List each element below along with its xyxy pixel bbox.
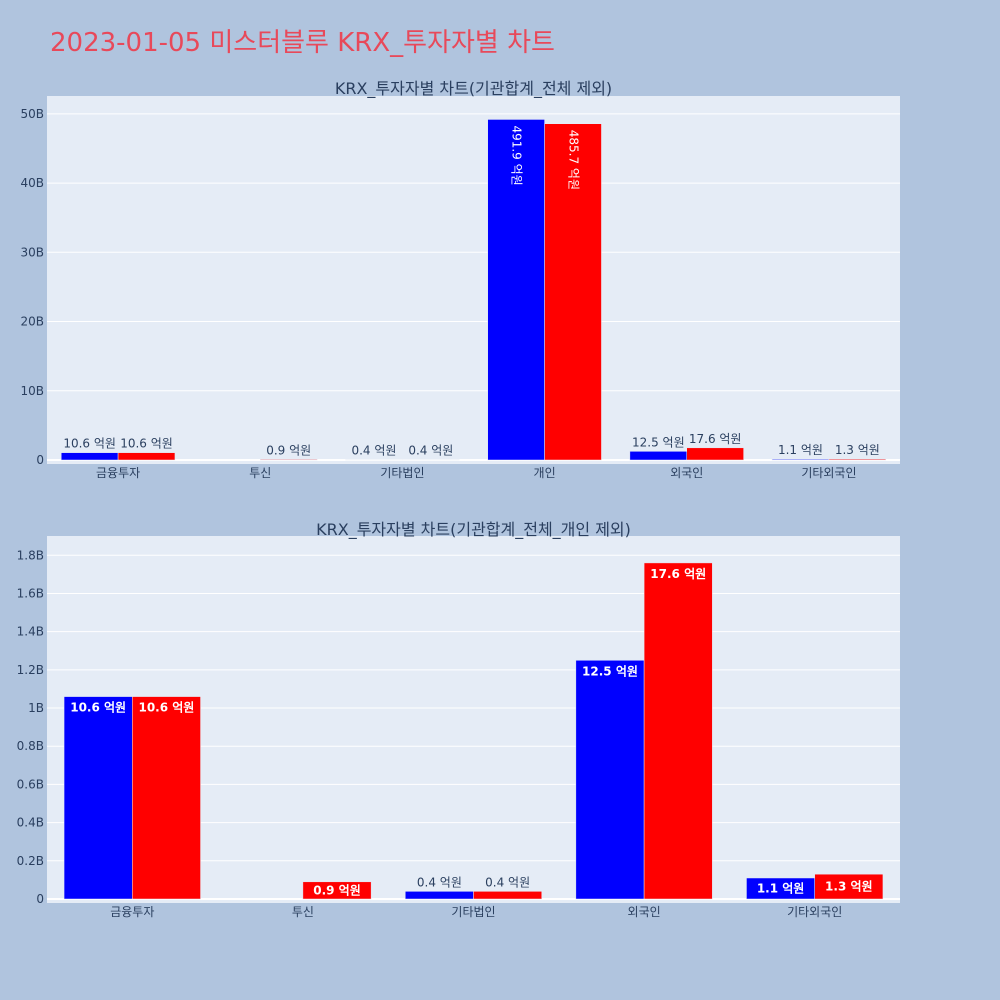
- bar-data-label: 10.6 억원: [120, 437, 173, 451]
- y-tick-label: 1.4B: [17, 625, 44, 639]
- bar-data-label: 1.3 억원: [835, 443, 880, 457]
- bar-data-label: 10.6 억원: [63, 437, 116, 451]
- x-tick-label: 기타외국인: [787, 905, 842, 919]
- y-tick-label: 0.2B: [17, 854, 44, 868]
- x-tick-label: 외국인: [628, 905, 661, 919]
- bar-series_2: [302, 881, 372, 900]
- bar-data-label: 1.1 억원: [757, 881, 805, 895]
- bar-data-label: 485.7 억원: [567, 130, 581, 190]
- y-tick-label: 0: [36, 453, 44, 467]
- bar-series_2: [686, 447, 744, 461]
- x-tick-label: 외국인: [670, 466, 703, 480]
- y-tick-label: 0.8B: [17, 739, 44, 753]
- y-tick-label: 0.4B: [17, 816, 44, 830]
- y-tick-label: 30B: [20, 245, 44, 259]
- bar-series_1: [575, 660, 645, 900]
- x-tick-label: 기타법인: [380, 466, 424, 480]
- bar-data-label: 0.4 억원: [408, 444, 453, 458]
- chart-title: KRX_투자자별 차트(기관합계_전체_개인 제외): [316, 520, 631, 540]
- x-tick-label: 투신: [249, 466, 271, 480]
- plot-background: [47, 96, 900, 464]
- chart-title: KRX_투자자별 차트(기관합계_전체 제외): [335, 79, 612, 99]
- bar-data-label: 491.9 억원: [510, 125, 524, 185]
- bar-series_1: [60, 452, 119, 461]
- x-tick-label: 금융투자: [110, 905, 154, 919]
- bar-data-label: 17.6 억원: [650, 567, 706, 581]
- bar-data-label: 0.4 억원: [485, 875, 530, 889]
- bar-data-label: 12.5 억원: [582, 664, 638, 678]
- bar-data-label: 1.1 억원: [778, 443, 823, 457]
- bar-data-label: 0.4 억원: [351, 444, 396, 458]
- bar-series_1: [629, 451, 688, 461]
- y-tick-label: 0.6B: [17, 777, 44, 791]
- bar-data-label: 0.9 억원: [313, 883, 361, 897]
- bar-data-label: 1.3 억원: [825, 880, 873, 894]
- y-tick-label: 20B: [20, 315, 44, 329]
- y-tick-label: 1B: [28, 701, 44, 715]
- x-tick-label: 기타외국인: [801, 466, 856, 480]
- x-tick-label: 기타법인: [451, 905, 495, 919]
- bar-data-label: 10.6 억원: [138, 701, 194, 715]
- page-title: 2023-01-05 미스터블루 KRX_투자자별 차트: [50, 28, 555, 58]
- bar-data-label: 0.4 억원: [417, 875, 462, 889]
- bar-data-label: 0.9 억원: [266, 443, 311, 457]
- y-tick-label: 0: [36, 892, 44, 906]
- chart-1: 0 10B 20B 30B 40B 50B KRX_투자자별 차트(기관합계_전체 제외) 금…: [20, 79, 900, 480]
- x-tick-label: 개인: [534, 466, 556, 480]
- y-tick-label: 1.2B: [17, 663, 44, 677]
- bar-data-label: 17.6 억원: [689, 432, 742, 446]
- bar-series_1: [405, 891, 474, 900]
- chart-2: 0 0.2B 0.4B 0.6B 0.8B 1B 1.2B 1.4B 1.6B 1.8B KRX_투…: [17, 520, 900, 919]
- bar-series_1: [771, 458, 830, 461]
- bar-series_1: [63, 696, 133, 900]
- x-tick-label: 금융투자: [96, 466, 140, 480]
- bar-series_2: [473, 891, 542, 900]
- bar-data-label: 12.5 억원: [632, 435, 685, 449]
- y-tick-label: 10B: [20, 384, 44, 398]
- y-tick-label: 1.6B: [17, 586, 44, 600]
- bar-series_2: [814, 873, 884, 900]
- x-tick-label: 투신: [292, 905, 314, 919]
- y-tick-label: 40B: [20, 176, 44, 190]
- bar-series_2: [544, 123, 602, 461]
- bar-data-label: 10.6 억원: [70, 701, 126, 715]
- bar-series_2: [132, 696, 201, 900]
- y-tick-label: 50B: [20, 107, 44, 121]
- bar-series_2: [643, 562, 713, 900]
- bar-series_2: [260, 459, 318, 461]
- bar-series_2: [828, 458, 887, 461]
- bar-series_2: [117, 452, 176, 461]
- y-tick-label: 1.8B: [17, 548, 44, 562]
